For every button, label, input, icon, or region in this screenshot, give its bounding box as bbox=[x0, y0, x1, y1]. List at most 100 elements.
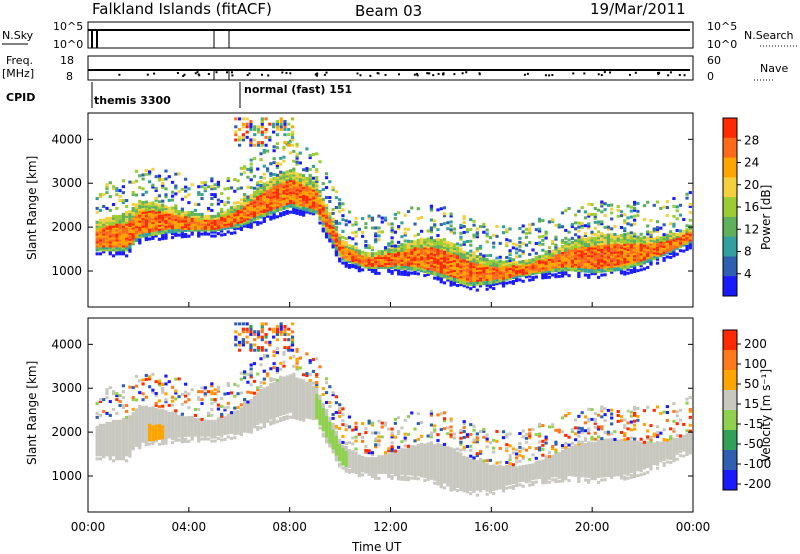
power-cell bbox=[324, 213, 329, 217]
power-cell bbox=[361, 250, 365, 254]
power-cell bbox=[118, 244, 122, 248]
velocity-cell bbox=[292, 404, 296, 408]
power-cell bbox=[338, 235, 342, 239]
power-cell bbox=[144, 190, 148, 194]
power-cell bbox=[541, 268, 545, 272]
power-cell bbox=[413, 267, 417, 271]
power-cell bbox=[547, 250, 551, 254]
power-cell bbox=[226, 210, 230, 214]
velocity-cell bbox=[259, 416, 263, 420]
power-cell bbox=[433, 270, 437, 274]
velocity-cell bbox=[282, 408, 286, 412]
power-cell bbox=[367, 267, 371, 271]
power-cell bbox=[246, 199, 250, 203]
velocity-cell bbox=[108, 449, 112, 453]
power-cell bbox=[669, 232, 673, 236]
velocity-cell bbox=[246, 380, 250, 384]
power-cell bbox=[600, 265, 604, 269]
power-cell bbox=[138, 237, 142, 241]
velocity-cell bbox=[272, 407, 276, 411]
power-cell bbox=[265, 185, 270, 189]
velocity-cell bbox=[302, 416, 306, 420]
power-cell bbox=[141, 230, 145, 234]
power-cell bbox=[662, 205, 666, 209]
power-cell bbox=[554, 223, 558, 227]
power-cell bbox=[655, 249, 660, 253]
power-cell bbox=[488, 283, 493, 287]
power-cell bbox=[633, 244, 637, 248]
power-cell bbox=[469, 255, 473, 259]
velocity-cell bbox=[269, 414, 273, 418]
power-cell bbox=[334, 247, 338, 251]
power-cell bbox=[531, 268, 535, 272]
velocity-cell bbox=[121, 390, 125, 394]
power-cell bbox=[495, 262, 499, 266]
power-cell bbox=[488, 285, 493, 289]
velocity-cell bbox=[213, 419, 217, 423]
velocity-cell bbox=[170, 429, 175, 433]
velocity-cell bbox=[213, 400, 217, 404]
power-cell bbox=[226, 196, 230, 200]
power-cell bbox=[279, 180, 283, 184]
power-cell bbox=[269, 174, 273, 178]
power-cell bbox=[626, 271, 630, 275]
velocity-cell bbox=[262, 413, 266, 417]
power-cell bbox=[580, 251, 584, 255]
power-cell bbox=[111, 246, 116, 250]
power-cell bbox=[252, 216, 257, 220]
y-tick-label: 1000 bbox=[51, 264, 82, 278]
power-cell bbox=[446, 248, 450, 252]
power-cell bbox=[564, 244, 568, 248]
velocity-cell bbox=[311, 358, 316, 362]
power-cell bbox=[478, 282, 483, 286]
power-cell bbox=[252, 198, 257, 202]
power-cell bbox=[134, 238, 139, 242]
power-cell bbox=[554, 245, 558, 249]
power-cell bbox=[590, 248, 594, 252]
power-cell bbox=[426, 255, 430, 259]
power-cell bbox=[351, 237, 355, 241]
velocity-cell bbox=[128, 442, 132, 446]
velocity-cell bbox=[249, 363, 253, 367]
power-cell bbox=[393, 258, 397, 262]
power-cell bbox=[180, 229, 184, 233]
velocity-cell bbox=[206, 431, 211, 435]
power-cell bbox=[672, 244, 676, 248]
power-cell bbox=[164, 226, 168, 230]
power-cell bbox=[633, 208, 637, 212]
velocity-cell bbox=[102, 439, 106, 443]
power-cell bbox=[260, 120, 264, 124]
power-cell bbox=[361, 254, 365, 258]
velocity-cell bbox=[226, 417, 230, 421]
power-cell bbox=[580, 261, 584, 265]
power-cell bbox=[583, 253, 588, 257]
power-cell bbox=[285, 199, 289, 203]
velocity-cell bbox=[233, 428, 237, 432]
velocity-cell bbox=[197, 423, 201, 427]
power-cell bbox=[275, 207, 280, 211]
power-cell bbox=[478, 258, 483, 262]
power-cell bbox=[308, 177, 312, 181]
power-cell bbox=[636, 247, 640, 251]
power-cell bbox=[633, 236, 637, 240]
power-cell bbox=[433, 252, 437, 256]
power-cell bbox=[462, 225, 466, 229]
power-cell bbox=[220, 233, 224, 237]
power-cell bbox=[236, 212, 240, 216]
power-cell bbox=[282, 183, 286, 187]
power-cell bbox=[108, 181, 112, 185]
power-cell bbox=[256, 183, 260, 187]
power-cell bbox=[557, 265, 561, 269]
power-cell bbox=[429, 271, 434, 275]
power-cell bbox=[262, 202, 266, 206]
power-cell bbox=[554, 267, 558, 271]
power-cell bbox=[364, 257, 368, 261]
power-cell bbox=[233, 201, 237, 205]
power-cell bbox=[688, 204, 692, 208]
power-cell bbox=[665, 241, 669, 245]
velocity-cell bbox=[108, 455, 112, 459]
velocity-cell bbox=[157, 426, 162, 430]
nsky-strip: N.Sky 10^5 10^0 10^5 10^0 N.Search bbox=[2, 20, 797, 51]
velocity-cell bbox=[154, 401, 158, 405]
power-cell bbox=[403, 231, 407, 235]
